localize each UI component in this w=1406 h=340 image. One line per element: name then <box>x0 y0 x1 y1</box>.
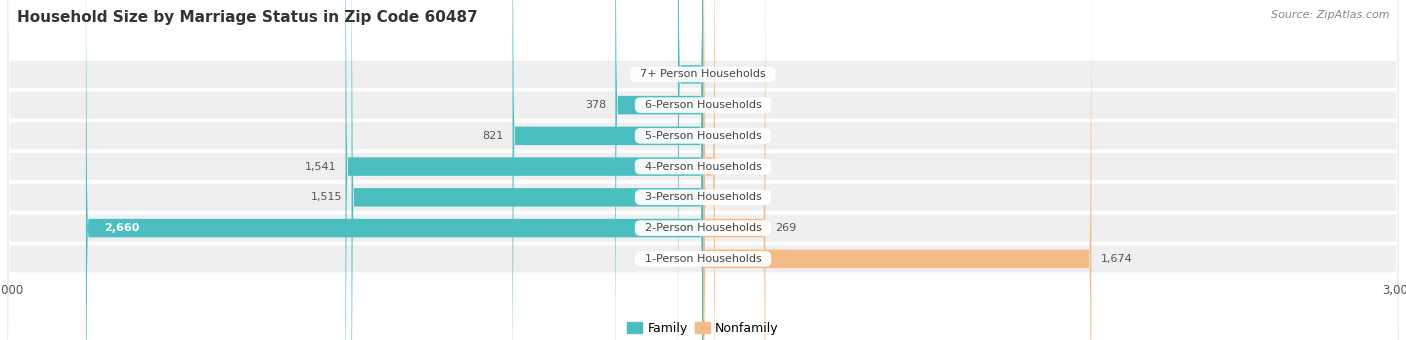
FancyBboxPatch shape <box>7 0 1399 340</box>
Text: 378: 378 <box>585 100 606 110</box>
Text: 7+ Person Households: 7+ Person Households <box>633 69 773 79</box>
Text: 5-Person Households: 5-Person Households <box>638 131 768 141</box>
Text: 0: 0 <box>713 131 720 141</box>
Text: 9: 9 <box>714 192 721 202</box>
Text: Source: ZipAtlas.com: Source: ZipAtlas.com <box>1271 10 1389 20</box>
Text: 821: 821 <box>482 131 503 141</box>
Text: 0: 0 <box>713 69 720 79</box>
Text: 6-Person Households: 6-Person Households <box>638 100 768 110</box>
Text: Household Size by Marriage Status in Zip Code 60487: Household Size by Marriage Status in Zip… <box>17 10 478 25</box>
Text: 51: 51 <box>724 162 738 172</box>
FancyBboxPatch shape <box>7 0 1399 340</box>
Text: 108: 108 <box>648 69 669 79</box>
FancyBboxPatch shape <box>7 0 1399 340</box>
FancyBboxPatch shape <box>703 0 1091 340</box>
Text: 269: 269 <box>775 223 796 233</box>
FancyBboxPatch shape <box>7 0 1399 340</box>
FancyBboxPatch shape <box>7 0 1399 340</box>
FancyBboxPatch shape <box>703 0 714 340</box>
Text: 1,674: 1,674 <box>1101 254 1132 264</box>
Text: 4-Person Households: 4-Person Households <box>637 162 769 172</box>
FancyBboxPatch shape <box>703 0 765 340</box>
FancyBboxPatch shape <box>7 0 1399 340</box>
Text: 2-Person Households: 2-Person Households <box>637 223 769 233</box>
Text: 1-Person Households: 1-Person Households <box>638 254 768 264</box>
FancyBboxPatch shape <box>703 0 706 340</box>
Text: 3-Person Households: 3-Person Households <box>638 192 768 202</box>
FancyBboxPatch shape <box>352 0 703 340</box>
FancyBboxPatch shape <box>346 0 703 340</box>
FancyBboxPatch shape <box>86 0 703 340</box>
FancyBboxPatch shape <box>678 0 703 340</box>
Text: 2,660: 2,660 <box>104 223 139 233</box>
FancyBboxPatch shape <box>7 0 1399 340</box>
Legend: Family, Nonfamily: Family, Nonfamily <box>623 317 783 340</box>
FancyBboxPatch shape <box>513 0 703 340</box>
Text: 1,541: 1,541 <box>305 162 336 172</box>
FancyBboxPatch shape <box>616 0 703 340</box>
Text: 0: 0 <box>713 100 720 110</box>
Text: 1,515: 1,515 <box>311 192 342 202</box>
